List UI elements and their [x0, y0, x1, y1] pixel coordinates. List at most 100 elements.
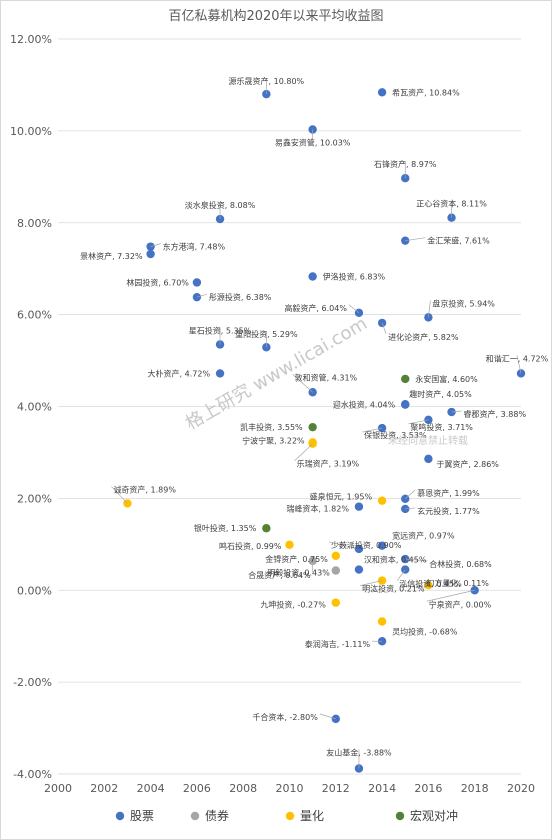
- data-point: [308, 272, 317, 281]
- data-point: [308, 422, 317, 432]
- leader-line: [328, 541, 360, 550]
- data-point: [215, 369, 225, 378]
- y-tick-label: 2.00%: [17, 492, 52, 505]
- data-point: [377, 496, 387, 505]
- data-label: 东方港湾, 7.48%: [163, 242, 226, 252]
- data-label: 林园投资, 6.70%: [126, 277, 189, 287]
- y-tick-label: 12.00%: [10, 33, 52, 46]
- data-point: [424, 454, 433, 464]
- x-tick-label: 2014: [368, 782, 396, 795]
- legend-label: 量化: [300, 809, 324, 823]
- x-tick-label: 2018: [461, 782, 489, 795]
- x-tick-label: 2000: [44, 782, 72, 795]
- data-label: 趣时资产, 4.05%: [409, 389, 472, 399]
- y-tick-label: 6.00%: [17, 309, 52, 322]
- x-tick-label: 2016: [414, 782, 442, 795]
- leader-line: [381, 322, 387, 335]
- x-tick-label: 2002: [90, 782, 118, 795]
- chart-title: 百亿私募机构2020年以来平均收益图: [168, 9, 383, 24]
- legend-marker: [115, 811, 125, 821]
- data-point: [331, 598, 340, 607]
- data-label: 石锋资产, 8.97%: [374, 159, 437, 169]
- data-point: [331, 566, 340, 575]
- legend: 股票 债券 量化 宏观对冲: [115, 808, 458, 823]
- data-label: 明汯投资, 0.21%: [362, 584, 425, 594]
- leader-line: [408, 419, 429, 425]
- y-tick-label: 0.00%: [17, 584, 52, 597]
- data-label: 合林投资, 0.68%: [429, 559, 492, 569]
- data-label: 敦和资管, 4.31%: [295, 372, 358, 382]
- data-point: [401, 400, 410, 409]
- legend-label: 股票: [130, 809, 154, 823]
- data-label: 高毅资产, 6.04%: [284, 303, 347, 313]
- y-tick-label: 8.00%: [17, 217, 52, 230]
- data-label: 九坤投资, -0.27%: [260, 600, 326, 610]
- x-tick-label: 2008: [229, 782, 257, 795]
- data-label: 星石投资, 5.35%: [189, 325, 252, 335]
- data-label: 宁波宁聚, 3.22%: [242, 435, 305, 445]
- data-label: 宁泉资产, 0.00%: [429, 599, 492, 609]
- leader-line: [451, 410, 462, 413]
- data-point: [354, 502, 364, 511]
- data-label: 明毅投资, 0.43%: [267, 567, 330, 577]
- leader-line: [196, 293, 208, 298]
- y-tick-label: -2.00%: [13, 676, 52, 689]
- data-label: 银叶投资, 1.35%: [194, 523, 257, 533]
- x-tick-label: 2012: [322, 782, 350, 795]
- legend-label: 宏观对冲: [410, 808, 458, 823]
- data-point: [377, 318, 387, 328]
- y-axis: -4.00% -2.00% 0.00% 2.00% 4.00% 6.00% 8.00% 10.…: [10, 33, 52, 781]
- leader-line: [150, 243, 161, 247]
- leader-line: [294, 443, 313, 461]
- data-label: 凯丰投资, 3.55%: [240, 422, 303, 432]
- legend-label: 债券: [205, 808, 229, 823]
- data-label: 金锝资产, 0.75%: [265, 554, 328, 564]
- data-point: [354, 565, 364, 574]
- data-label: 少薮派投资, 0.90%: [331, 540, 402, 550]
- data-label: 诚奇资产, 1.89%: [113, 484, 176, 494]
- data-label: 易鑫安资管, 10.03%: [275, 137, 351, 147]
- data-point: [377, 541, 387, 550]
- legend-marker: [395, 811, 405, 821]
- data-label: 幻方量化, 0.11%: [426, 578, 489, 588]
- data-label: 乐瑞资产, 3.19%: [297, 459, 360, 469]
- y-tick-label: 10.00%: [10, 125, 52, 138]
- leader-line: [111, 486, 128, 504]
- data-label: 鸣石投资, 0.99%: [219, 541, 282, 551]
- data-label: 永安国富, 4.60%: [415, 374, 478, 384]
- x-tick-label: 2020: [507, 782, 535, 795]
- data-label: 重阳投资, 5.29%: [235, 329, 298, 339]
- data-point: [401, 374, 410, 384]
- leader-line: [319, 713, 336, 720]
- data-point: [262, 524, 271, 533]
- data-point: [377, 88, 387, 97]
- leader-line: [405, 489, 416, 500]
- data-label: 伊洛投资, 6.83%: [323, 271, 386, 281]
- data-point: [192, 278, 202, 287]
- data-label: 保银投资, 3.53%: [364, 430, 427, 440]
- data-label: 于翼资产, 2.86%: [436, 459, 499, 469]
- data-label: 进化论资产, 5.82%: [388, 332, 459, 342]
- leader-line: [360, 580, 383, 586]
- data-label: 彤源投资, 6.38%: [209, 292, 272, 302]
- data-label: 景林资产, 7.32%: [80, 251, 143, 261]
- leader-line: [396, 569, 406, 581]
- data-label: 聚鸣投资, 3.71%: [410, 422, 473, 432]
- watermark-notice: 未经同意禁止转载: [388, 434, 468, 447]
- data-label: 希瓦资产, 10.84%: [392, 87, 460, 97]
- data-point: [377, 617, 387, 626]
- data-point: [285, 540, 294, 549]
- leader-line: [405, 558, 428, 562]
- data-label: 金汇荣盛, 7.61%: [427, 236, 490, 246]
- data-label: 玄元投资, 1.77%: [417, 506, 480, 516]
- data-label: 迎水投资, 4.04%: [333, 400, 396, 410]
- y-tick-label: -4.00%: [13, 768, 52, 781]
- leader-line: [516, 355, 522, 374]
- data-label: 和谐汇一, 4.72%: [486, 353, 549, 363]
- data-label: 灵均投资, -0.68%: [392, 626, 458, 636]
- leader-line: [405, 507, 416, 510]
- legend-marker: [285, 811, 295, 821]
- x-tick-label: 2010: [276, 782, 304, 795]
